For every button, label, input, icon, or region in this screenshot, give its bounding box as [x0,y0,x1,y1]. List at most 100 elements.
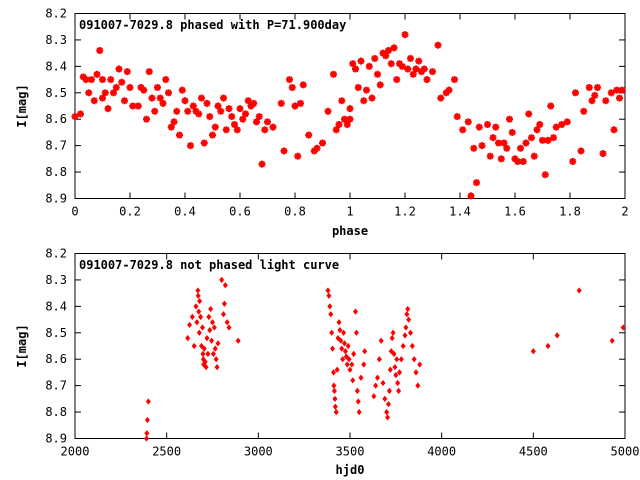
y-axis-label: I[mag] [15,84,29,127]
data-point [609,337,615,344]
data-point [330,70,337,78]
data-point [464,118,472,126]
data-point [404,65,412,73]
data-point [400,342,406,350]
unphased-light-curve-panel: 091007-7029.8 not phased light curve hjd… [15,247,639,478]
data-point [478,142,486,150]
data-point [385,414,391,421]
y-tick-label: 8.9 [45,432,67,446]
data-point [613,86,621,94]
data-point [533,126,541,134]
data-point [134,102,142,110]
data-point [352,308,359,315]
data-point [420,65,428,73]
chart-title: 091007-7029.8 not phased light curve [79,258,339,272]
data-point [541,171,549,179]
data-point [386,387,392,395]
data-point [492,123,500,131]
data-point [506,115,513,123]
data-point [222,282,228,289]
data-point [325,287,331,294]
data-point [341,340,348,347]
data-point [214,102,222,110]
data-point [351,350,357,358]
data-point [588,97,596,105]
data-point [558,121,566,128]
data-point [530,348,536,355]
data-point [525,110,533,118]
data-point [406,316,412,323]
data-point [337,327,343,334]
data-point [99,94,106,102]
data-point [201,345,207,352]
data-point [336,319,342,326]
data-point [71,113,79,121]
data-point [335,334,341,342]
data-point [470,144,478,152]
data-point [398,62,406,70]
data-point [545,342,551,350]
data-point [412,65,420,73]
y-tick-label: 8.4 [45,59,67,73]
data-point [401,31,409,39]
data-point [453,113,461,121]
data-point [376,356,382,363]
data-point [209,337,215,344]
data-point [203,99,211,107]
data-point [371,54,379,62]
data-point [354,84,362,91]
data-point [407,54,414,62]
data-point [176,131,183,139]
data-point [591,91,599,99]
data-point [536,121,544,128]
data-point [394,356,400,363]
data-point [148,94,156,102]
data-point [330,369,337,376]
x-tick-label: 3000 [244,445,273,459]
data-point [391,350,397,358]
data-point [288,84,296,91]
data-point [184,107,192,115]
data-point [104,105,112,113]
y-tick-label: 8.9 [45,192,67,206]
data-point [343,353,349,360]
data-point [387,60,395,68]
data-point [202,358,208,365]
data-point [85,89,93,97]
data-point [88,76,95,84]
y-tick-label: 8.8 [45,405,67,419]
data-point [332,403,338,410]
y-tick-label: 8.3 [45,273,67,287]
data-point [393,76,401,84]
data-point [371,393,377,400]
data-point [594,84,601,91]
data-point [345,342,351,350]
data-point [206,313,212,321]
data-point [213,356,219,363]
data-point [165,89,172,97]
data-point [599,150,607,158]
data-point [286,76,293,84]
data-point [228,113,236,121]
data-point [376,81,384,89]
data-point [330,345,336,352]
data-point [187,321,193,328]
x-tick-label: 1 [346,205,353,219]
data-point [333,408,339,416]
data-point [393,371,399,379]
data-point [214,364,220,371]
data-point [99,76,106,84]
data-point [519,158,527,165]
data-point [195,292,201,299]
data-point [198,94,205,102]
x-tick-label: 0.6 [229,205,251,219]
data-point [195,287,201,294]
x-tick-label: 2500 [152,445,181,459]
data-point [185,334,191,342]
data-point [544,136,552,144]
data-point [331,387,337,395]
data-point [350,377,356,384]
data-point [242,110,249,118]
data-point [145,68,153,76]
data-point [189,313,195,321]
